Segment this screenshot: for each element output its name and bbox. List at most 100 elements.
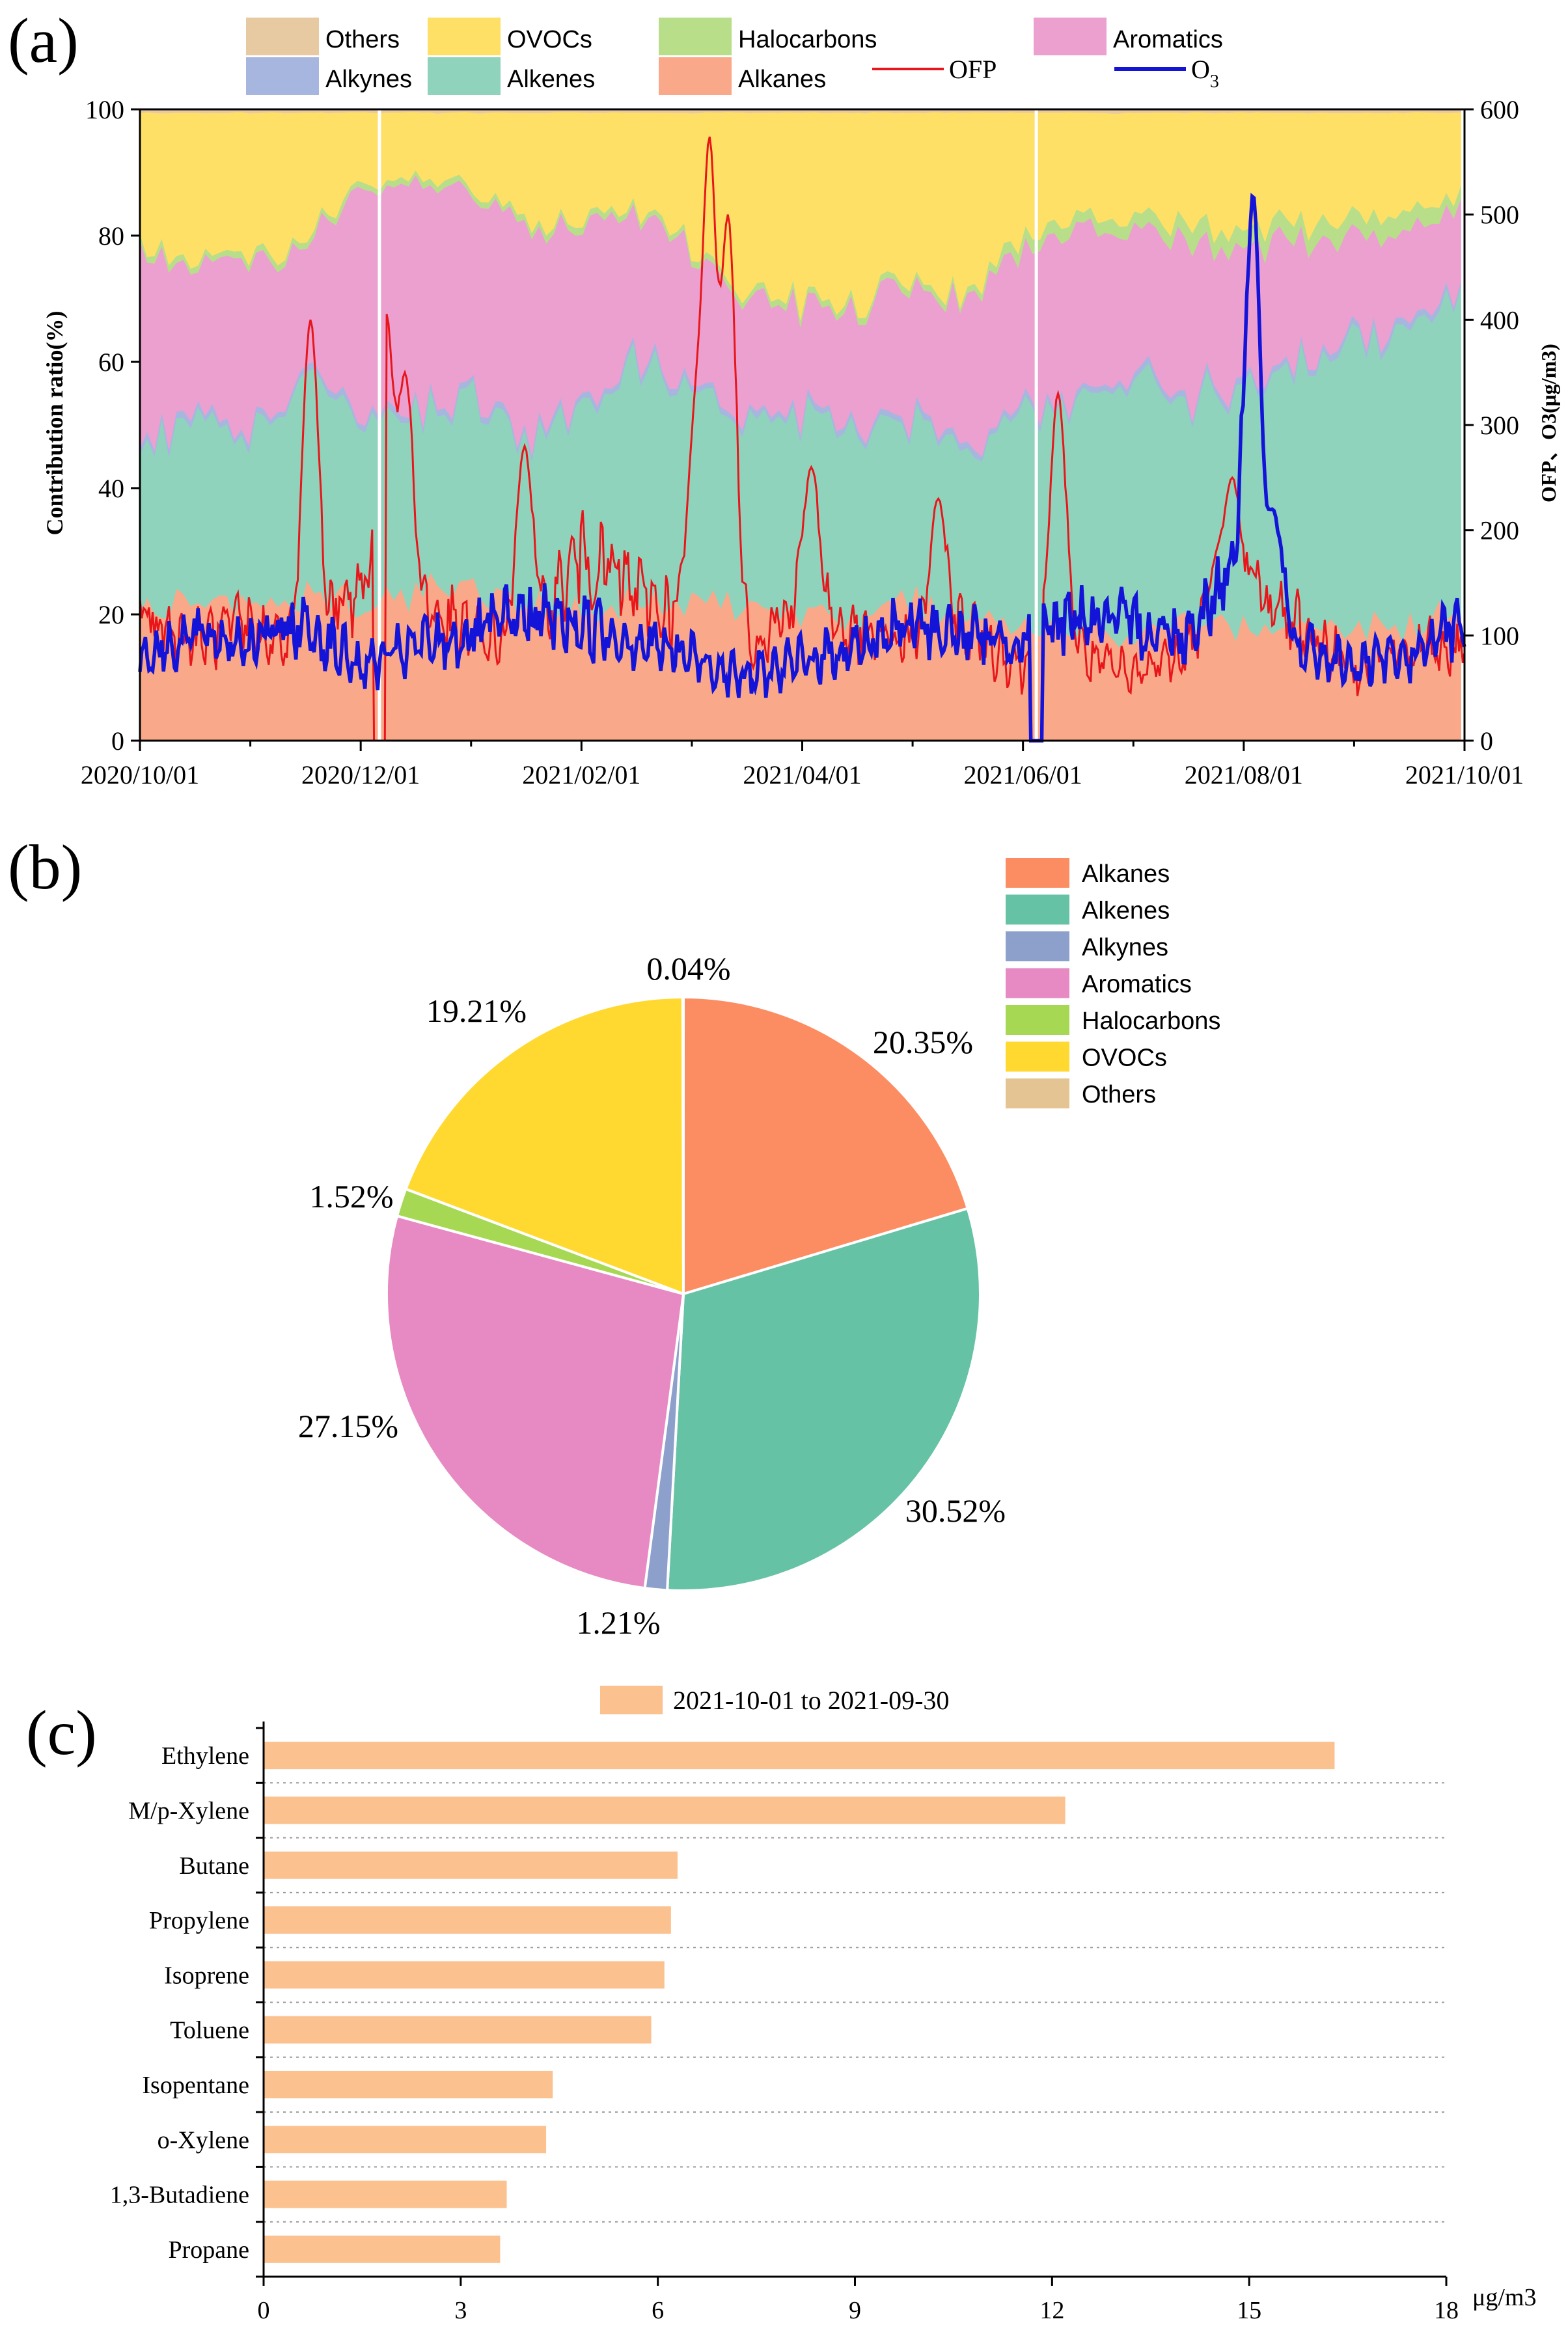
legend-swatch <box>659 57 732 95</box>
pie-legend-swatch <box>1006 1005 1069 1035</box>
y2-tick-label: 100 <box>1480 621 1519 650</box>
panel-a-y-axis-label: Contribution ratio(%) <box>42 311 68 536</box>
category-label: Butane <box>179 1852 249 1880</box>
legend-swatch <box>659 18 732 55</box>
x-tick-label: 2020/12/01 <box>301 760 420 789</box>
pie-legend-label: Others <box>1082 1081 1156 1108</box>
category-label: o-Xylene <box>158 2126 249 2154</box>
panel-c-x-unit: μg/m3 <box>1472 2284 1537 2311</box>
category-label: Isopentane <box>142 2072 249 2099</box>
legend-label: Alkynes <box>325 66 412 93</box>
legend-item-alkynes: Alkynes <box>246 57 412 95</box>
x-tick-label: 2021/04/01 <box>743 760 861 789</box>
legend-swatch <box>246 18 319 55</box>
legend-item-alkanes: Alkanes <box>659 57 826 95</box>
bar-isoprene <box>264 1961 665 1989</box>
panel-b-legend: Alkanes Alkenes Alkynes Aromatics Halocarbon… <box>1006 858 1220 1108</box>
pie-legend-label: OVOCs <box>1082 1045 1167 1072</box>
legend-label: O3 <box>1191 55 1219 92</box>
category-label: Propylene <box>149 1907 249 1934</box>
pie-legend-swatch <box>1006 858 1069 888</box>
x-tick-label: 18 <box>1434 2297 1459 2324</box>
x-tick-label: 12 <box>1039 2297 1064 2324</box>
panel-c: (c) 2021-10-01 to 2021-09-30 Ethylene M/p… <box>26 1686 1537 2324</box>
y-tick-label: 100 <box>85 95 124 124</box>
category-label: M/p-Xylene <box>128 1797 249 1824</box>
panel-label-b: (b) <box>8 832 82 903</box>
y-tick-label: 60 <box>98 348 124 377</box>
pie-legend-item-alkanes: Alkanes <box>1006 858 1170 888</box>
y2-tick-label: 300 <box>1480 411 1519 440</box>
y-tick-label: 20 <box>98 600 124 629</box>
legend-swatch <box>1034 18 1107 55</box>
line-o3 <box>138 193 1466 743</box>
bar-toluene <box>264 2016 652 2044</box>
panel-b: (b) 20.35% 30.52% 1.21% 27.15% 1.52% 19.21% 0.… <box>8 832 1220 1641</box>
legend-item-ovocs: OVOCs <box>428 18 592 55</box>
line-ofp <box>139 136 1466 742</box>
panel-c-legend-swatch <box>600 1686 663 1714</box>
pie-slice-aromatics <box>385 1214 685 1590</box>
legend-item-ofp: OFP <box>872 55 997 84</box>
pie-legend-swatch <box>1006 1041 1069 1072</box>
x-tick-label: 2021/06/01 <box>964 760 1082 789</box>
legend-label: OVOCs <box>507 26 592 53</box>
category-label: Toluene <box>170 2017 249 2044</box>
x-tick-label: 2021/10/01 <box>1405 760 1524 789</box>
x-tick-label: 0 <box>258 2297 270 2324</box>
bar-butane <box>264 1851 678 1879</box>
legend-item-o3: O3 <box>1114 55 1219 92</box>
pie-slice-alkenes <box>665 1207 982 1592</box>
pie-legend-item-others: Others <box>1006 1078 1156 1108</box>
x-tick-label: 9 <box>849 2297 861 2324</box>
pie-legend-swatch <box>1006 968 1069 998</box>
x-tick-label: 2021/02/01 <box>522 760 640 789</box>
y2-tick-label: 400 <box>1480 305 1519 335</box>
y2-tick-label: 200 <box>1480 516 1519 545</box>
legend-item-others: Others <box>246 18 400 55</box>
pie-legend-item-alkynes: Alkynes <box>1006 931 1168 961</box>
panel-label-a: (a) <box>8 6 79 76</box>
legend-swatch <box>246 57 319 95</box>
category-label: Propane <box>168 2236 249 2264</box>
y2-tick-label: 600 <box>1480 95 1519 124</box>
y-tick-label: 40 <box>98 474 124 503</box>
bar-propane <box>264 2235 501 2263</box>
pie-legend-swatch <box>1006 931 1069 961</box>
pie-legend-item-ovocs: OVOCs <box>1006 1041 1167 1072</box>
y2-tick-label: 0 <box>1480 726 1493 756</box>
y-tick-label: 0 <box>111 726 124 756</box>
pie-legend-item-halocarbons: Halocarbons <box>1006 1005 1220 1035</box>
bar-isopentane <box>264 2070 553 2098</box>
panel-c-legend-label: 2021-10-01 to 2021-09-30 <box>673 1686 949 1715</box>
category-label: Isoprene <box>164 1962 249 1989</box>
panel-a-legend: Others OVOCs Halocarbons Aromatics Alkynes Al… <box>246 18 1223 95</box>
pie-label-others: 0.04% <box>646 950 730 987</box>
legend-label: Aromatics <box>1113 26 1223 53</box>
x-tick-label: 6 <box>652 2297 664 2324</box>
category-label: Ethylene <box>161 1742 249 1770</box>
x-tick-label: 3 <box>454 2297 467 2324</box>
y-tick-label: 80 <box>98 221 124 251</box>
pie-legend-label: Alkanes <box>1082 860 1170 888</box>
legend-swatch <box>428 18 501 55</box>
legend-label: OFP <box>949 55 997 84</box>
pie-label-alkenes: 30.52% <box>905 1492 1006 1529</box>
pie-label-alkanes: 20.35% <box>873 1024 973 1060</box>
pie-legend-label: Alkenes <box>1082 898 1170 925</box>
panel-b-pie <box>385 995 982 1592</box>
bar-propylene <box>264 1906 671 1934</box>
pie-legend-label: Alkynes <box>1082 934 1168 961</box>
panel-b-slice-labels: 20.35% 30.52% 1.21% 27.15% 1.52% 19.21% 0.04% <box>298 950 1006 1641</box>
panel-c-plot-area: Ethylene M/p-Xylene Butane Propylene Isopren… <box>110 1722 1459 2324</box>
pie-legend-label: Halocarbons <box>1082 1008 1220 1035</box>
category-label: 1,3-Butadiene <box>110 2182 249 2209</box>
pie-legend-swatch <box>1006 1078 1069 1108</box>
legend-item-alkenes: Alkenes <box>428 57 595 95</box>
panel-a-plot-area <box>138 109 1466 743</box>
panel-c-legend: 2021-10-01 to 2021-09-30 <box>600 1686 949 1715</box>
pie-label-alkynes: 1.21% <box>576 1604 660 1641</box>
legend-label: Alkanes <box>738 66 826 93</box>
pie-legend-item-alkenes: Alkenes <box>1006 894 1170 925</box>
